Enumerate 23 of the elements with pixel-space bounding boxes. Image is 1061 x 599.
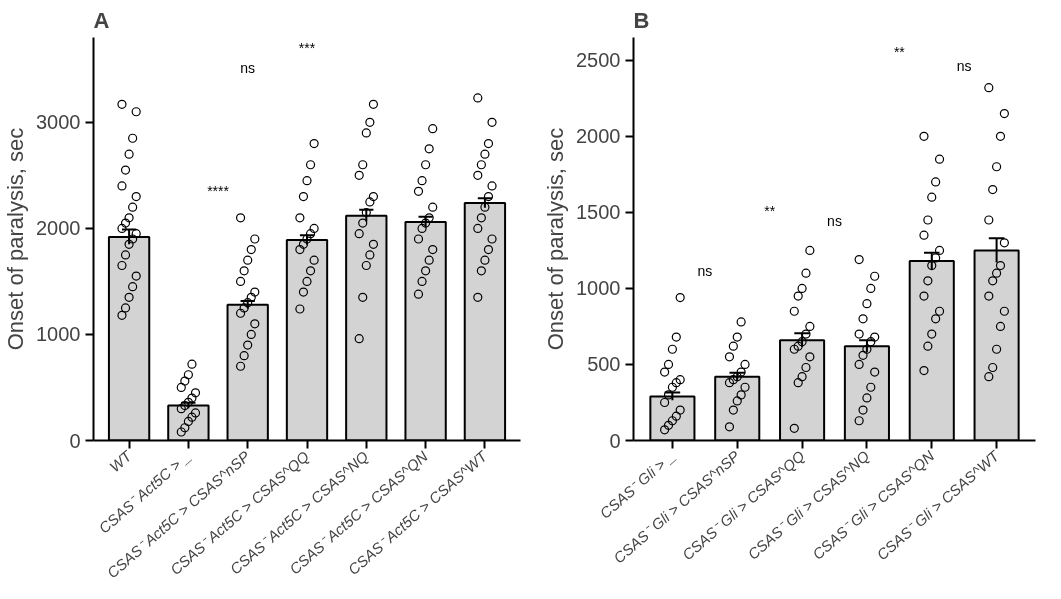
annotation: ns [240,59,256,76]
annotation: *** [298,39,316,56]
chart-title: B [633,7,650,33]
chart-title: A [93,7,110,33]
annotation: ns [697,263,713,280]
annotation: ** [764,202,776,219]
y-tick-label: 2000 [36,217,81,240]
annotation: ** [893,43,906,60]
x-tick-label: WT [105,445,137,476]
annotation: ns [956,57,972,74]
y-tick-label: 500 [587,353,621,376]
y-tick-label: 0 [69,429,81,452]
y-tick-label: 3000 [36,111,81,134]
y-axis-title: Onset of paralysis, sec [543,127,569,351]
y-tick-label: 1000 [36,323,81,346]
y-tick-label: 2500 [576,49,621,72]
y-axis-title: Onset of paralysis, sec [3,127,29,351]
y-tick-label: 2000 [576,125,621,148]
annotation: **** [207,182,230,199]
annotation: ns [827,212,842,229]
y-tick-label: 0 [609,429,621,452]
y-tick-label: 1500 [576,201,621,224]
y-tick-label: 1000 [576,277,621,300]
